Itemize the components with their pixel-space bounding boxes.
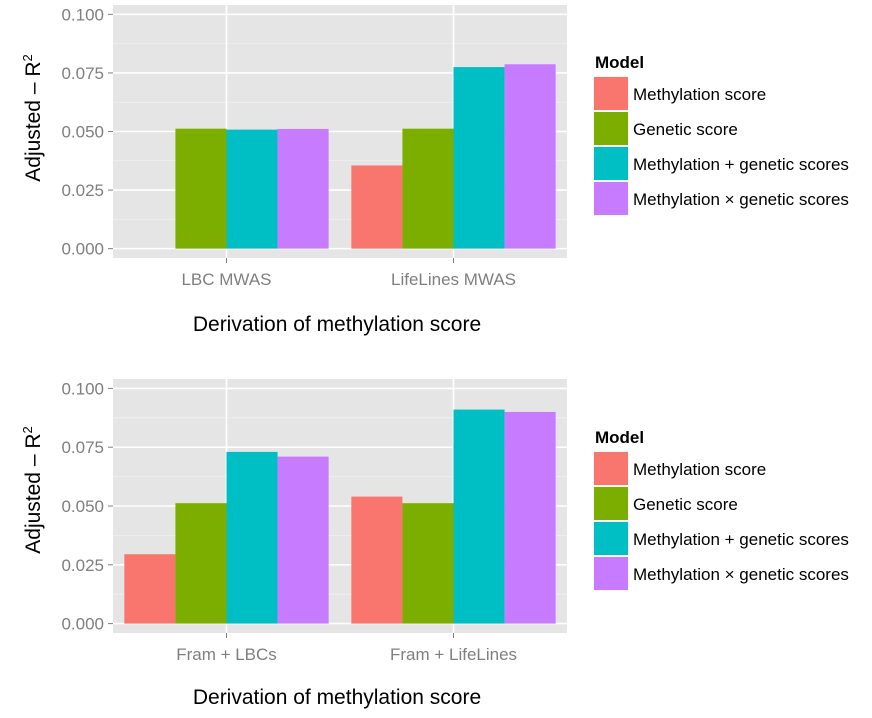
- x-tick-label: Fram + LBCs: [176, 645, 277, 664]
- legend-swatch: [594, 557, 628, 590]
- bar: [226, 451, 278, 624]
- y-tick-label: 0.100: [61, 379, 104, 398]
- legend-label: Methylation × genetic scores: [633, 190, 849, 209]
- y-tick-label: 0.025: [61, 181, 104, 200]
- legend-swatch: [594, 147, 628, 180]
- chart-bottom: Adjusted – R2 Derivation of methylation …: [20, 379, 849, 709]
- legend-label: Genetic score: [633, 495, 738, 514]
- x-axis-label: Derivation of methylation score: [193, 686, 481, 709]
- legend-label: Methylation + genetic scores: [633, 530, 849, 549]
- x-axis-label: Derivation of methylation score: [193, 313, 481, 336]
- bar: [504, 411, 556, 624]
- x-tick-label: Fram + LifeLines: [390, 645, 517, 664]
- legend-swatch: [594, 112, 628, 145]
- y-axis-label: Adjusted – R2: [20, 426, 45, 553]
- legend-label: Methylation score: [633, 85, 766, 104]
- y-tick-label: 0.000: [61, 240, 104, 259]
- legend-swatch: [594, 77, 628, 110]
- bar: [175, 128, 227, 249]
- y-tick-label: 0.075: [61, 64, 104, 83]
- y-axis-label: Adjusted – R2: [20, 54, 45, 181]
- bar: [453, 67, 505, 249]
- bar: [453, 409, 505, 624]
- bar: [175, 503, 227, 624]
- legend-swatch: [594, 487, 628, 520]
- bar: [504, 64, 556, 249]
- legend-label: Methylation × genetic scores: [633, 565, 849, 584]
- y-tick-label: 0.025: [61, 556, 104, 575]
- bar: [277, 128, 329, 249]
- chart-top: Adjusted – R2 Derivation of methylation …: [20, 5, 849, 336]
- legend-label: Methylation score: [633, 460, 766, 479]
- legend-label: Genetic score: [633, 120, 738, 139]
- bar: [402, 128, 454, 249]
- bar: [351, 165, 403, 249]
- y-tick-label: 0.000: [61, 615, 104, 634]
- bar: [277, 456, 329, 624]
- legend-title: Model: [595, 53, 644, 72]
- legend-swatch: [594, 182, 628, 215]
- y-tick-label: 0.075: [61, 438, 104, 457]
- legend-label: Methylation + genetic scores: [633, 155, 849, 174]
- legend-swatch: [594, 452, 628, 485]
- legend-swatch: [594, 522, 628, 555]
- x-tick-label: LifeLines MWAS: [391, 270, 516, 289]
- x-tick-label: LBC MWAS: [181, 270, 271, 289]
- y-tick-label: 0.050: [61, 123, 104, 142]
- bar: [226, 129, 278, 249]
- bar: [402, 503, 454, 624]
- y-tick-label: 0.100: [61, 5, 104, 24]
- legend-title: Model: [595, 428, 644, 447]
- bar: [351, 496, 403, 624]
- bar: [124, 554, 176, 624]
- y-tick-label: 0.050: [61, 497, 104, 516]
